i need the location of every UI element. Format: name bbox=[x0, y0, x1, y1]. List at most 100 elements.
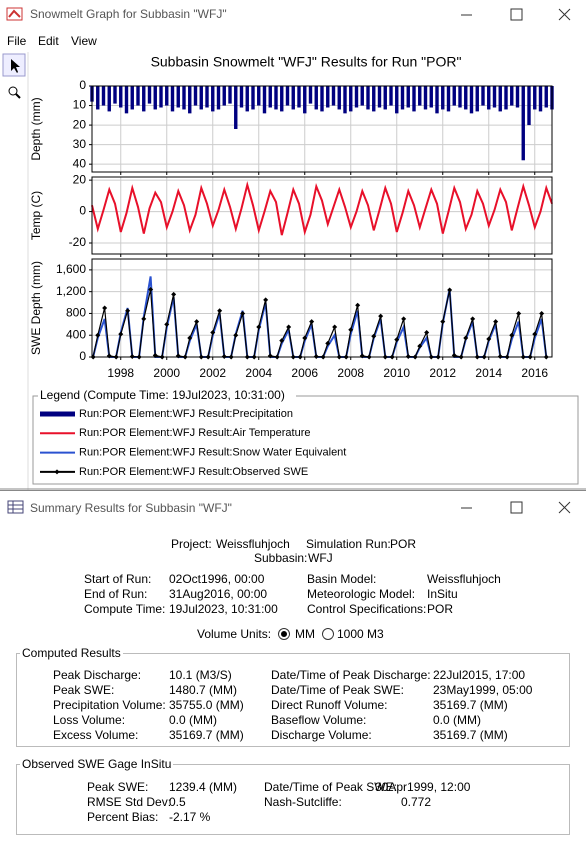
volume-units-label: Volume Units: bbox=[197, 627, 272, 641]
radio-1000m3[interactable] bbox=[322, 628, 334, 640]
run-label: Meteorologic Model: bbox=[307, 587, 416, 601]
x-tick-label: 2008 bbox=[337, 366, 364, 380]
bar bbox=[147, 86, 152, 104]
result-value: 35169.7 (MM) bbox=[433, 728, 508, 742]
radio-label[interactable]: MM bbox=[295, 627, 315, 641]
marker bbox=[348, 327, 354, 333]
y-tick-label: 1,200 bbox=[56, 284, 86, 298]
result-label: Nash-Sutcliffe: bbox=[264, 795, 342, 809]
close-button[interactable] bbox=[558, 501, 571, 514]
bar bbox=[211, 86, 215, 112]
marker bbox=[447, 287, 453, 293]
menu-item[interactable]: View bbox=[71, 34, 97, 48]
result-value: 0.0 (MM) bbox=[433, 713, 481, 727]
maximize-button[interactable] bbox=[510, 8, 523, 21]
marker bbox=[221, 353, 227, 359]
bar bbox=[199, 86, 203, 110]
bar bbox=[320, 86, 324, 112]
bar bbox=[142, 86, 146, 112]
bar bbox=[228, 86, 232, 104]
bar bbox=[222, 86, 226, 106]
run-value: 19Jul2023, 10:31:00 bbox=[169, 602, 278, 616]
marker bbox=[394, 337, 400, 343]
app-icon bbox=[6, 7, 23, 21]
app-icon-mark bbox=[8, 9, 21, 18]
summary-title: Summary Results for Subbasin "WFJ" bbox=[30, 501, 232, 515]
bar bbox=[113, 86, 117, 104]
bar bbox=[533, 86, 537, 110]
legend-label: Run:POR Element:WFJ Result:Air Temperatu… bbox=[79, 427, 310, 439]
run-label: Start of Run: bbox=[84, 572, 152, 586]
result-value: 30Apr1999, 12:00 bbox=[375, 780, 471, 794]
bar bbox=[418, 86, 422, 106]
result-value: -2.17 % bbox=[169, 810, 211, 824]
marker bbox=[539, 310, 545, 316]
bar bbox=[492, 86, 497, 108]
x-tick-label: 2012 bbox=[429, 366, 456, 380]
summary-window: Summary Results for Subbasin "WFJ" Compu… bbox=[0, 490, 586, 846]
bar bbox=[544, 86, 548, 108]
radio-label[interactable]: 1000 M3 bbox=[337, 627, 384, 641]
header-label: Project: bbox=[171, 537, 212, 551]
marker bbox=[302, 335, 308, 341]
result-value: 0.5 bbox=[169, 795, 186, 809]
result-label: Loss Volume: bbox=[53, 713, 126, 727]
observed-title: Observed SWE Gage InSitu bbox=[20, 757, 174, 771]
bar bbox=[245, 86, 249, 112]
legend-label: Run:POR Element:WFJ Result:Observed SWE bbox=[79, 466, 308, 478]
x-tick-label: 1998 bbox=[107, 366, 134, 380]
result-label: Date/Time of Peak SWE: bbox=[271, 683, 404, 697]
bar bbox=[349, 86, 353, 112]
bar bbox=[498, 86, 502, 112]
bar bbox=[274, 86, 278, 110]
bar bbox=[216, 86, 221, 110]
marker bbox=[194, 319, 200, 325]
bar bbox=[527, 86, 531, 126]
summary-titlebar bbox=[7, 500, 571, 514]
close-button[interactable] bbox=[558, 8, 571, 21]
bar bbox=[515, 86, 520, 108]
run-value: POR bbox=[427, 602, 454, 616]
result-value: 1480.7 (MM) bbox=[169, 683, 238, 697]
bar bbox=[124, 86, 129, 114]
zoom-tool[interactable] bbox=[8, 86, 18, 96]
run-label: End of Run: bbox=[84, 587, 148, 601]
x-tick-label: 2004 bbox=[245, 366, 272, 380]
bar bbox=[239, 86, 244, 108]
legend-label: Run:POR Element:WFJ Result:Snow Water Eq… bbox=[79, 447, 346, 459]
bar bbox=[159, 86, 163, 108]
bar bbox=[360, 86, 364, 106]
menu-item[interactable]: Edit bbox=[38, 34, 59, 48]
bar bbox=[389, 86, 393, 106]
maximize-button[interactable] bbox=[510, 501, 523, 514]
marker bbox=[171, 291, 177, 297]
bar bbox=[366, 86, 370, 110]
marker bbox=[102, 305, 108, 311]
bar bbox=[400, 86, 405, 110]
bar bbox=[280, 86, 284, 112]
run-value: InSitu bbox=[427, 587, 458, 601]
marker bbox=[164, 321, 170, 327]
bar bbox=[481, 86, 485, 106]
pointer-icon bbox=[11, 59, 20, 73]
marker bbox=[325, 340, 331, 346]
bar bbox=[423, 86, 428, 110]
result-value: 0.0 (MM) bbox=[169, 713, 217, 727]
bar bbox=[435, 86, 439, 114]
x-tick-label: 2014 bbox=[475, 366, 502, 380]
marker bbox=[378, 313, 384, 319]
y-axis-label: SWE Depth (mm) bbox=[29, 261, 43, 355]
bar bbox=[101, 86, 106, 106]
result-value: 0.772 bbox=[401, 795, 432, 809]
table-icon-grid bbox=[8, 501, 23, 513]
marker bbox=[532, 331, 538, 337]
bar bbox=[446, 86, 451, 112]
menu-item[interactable]: File bbox=[7, 34, 27, 48]
plot-area bbox=[92, 259, 552, 357]
observed-group bbox=[16, 764, 570, 835]
bar bbox=[285, 86, 290, 106]
y-tick-label: 0 bbox=[79, 349, 86, 363]
legend-title: Legend (Compute Time: 19Jul2023, 10:31:0… bbox=[40, 388, 285, 402]
legend-label: Run:POR Element:WFJ Result:Precipitation bbox=[79, 408, 293, 420]
marker bbox=[355, 302, 361, 308]
